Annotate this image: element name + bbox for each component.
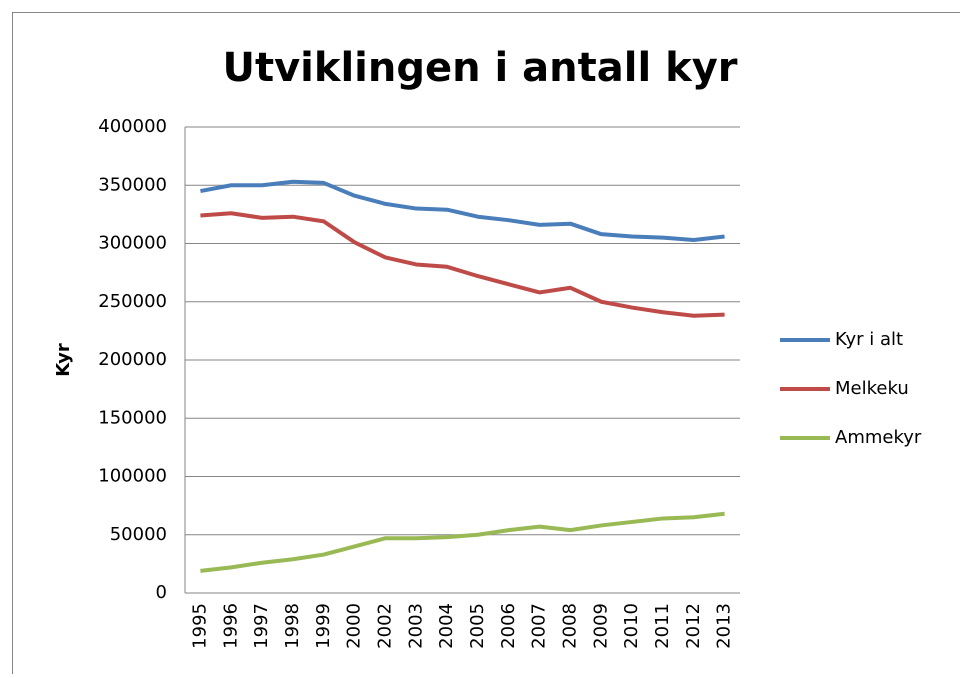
y-tick-label: 50000 — [110, 524, 167, 545]
y-tick-label: 200000 — [98, 349, 167, 370]
x-tick-label: 2008 — [559, 603, 580, 649]
y-tick-label: 300000 — [98, 233, 167, 254]
y-tick-label: 150000 — [98, 407, 167, 428]
x-tick-label: 1995 — [189, 603, 210, 649]
x-tick-label: 2010 — [621, 603, 642, 649]
x-tick-label: 2009 — [590, 603, 611, 649]
y-tick-label: 350000 — [98, 174, 167, 195]
x-tick-label: 1997 — [251, 603, 272, 649]
x-tick-label: 2000 — [344, 603, 365, 649]
y-tick-label: 250000 — [98, 291, 167, 312]
x-tick-label: 2005 — [467, 603, 488, 649]
x-tick-label: 2004 — [436, 603, 457, 649]
legend-label: Ammekyr — [835, 427, 922, 448]
x-tick-label: 2003 — [405, 603, 426, 649]
y-tick-label: 100000 — [98, 466, 167, 487]
x-tick-label: 1998 — [282, 603, 303, 649]
chart-title: Utviklingen i antall kyr — [222, 45, 737, 91]
x-tick-label: 2007 — [529, 603, 550, 649]
y-tick-label: 0 — [156, 582, 167, 603]
x-tick-label: 2013 — [714, 603, 735, 649]
y-axis-label: Kyr — [53, 343, 74, 377]
y-tick-label: 400000 — [98, 116, 167, 137]
legend-label: Kyr i alt — [835, 329, 903, 350]
legend-label: Melkeku — [835, 378, 909, 399]
x-tick-label: 2002 — [374, 603, 395, 649]
x-tick-label: 1996 — [220, 603, 241, 649]
x-tick-label: 2012 — [683, 603, 704, 649]
x-tick-label: 1999 — [313, 603, 334, 649]
x-tick-label: 2006 — [498, 603, 519, 649]
x-tick-label: 2011 — [652, 603, 673, 649]
chart-frame — [13, 13, 960, 675]
